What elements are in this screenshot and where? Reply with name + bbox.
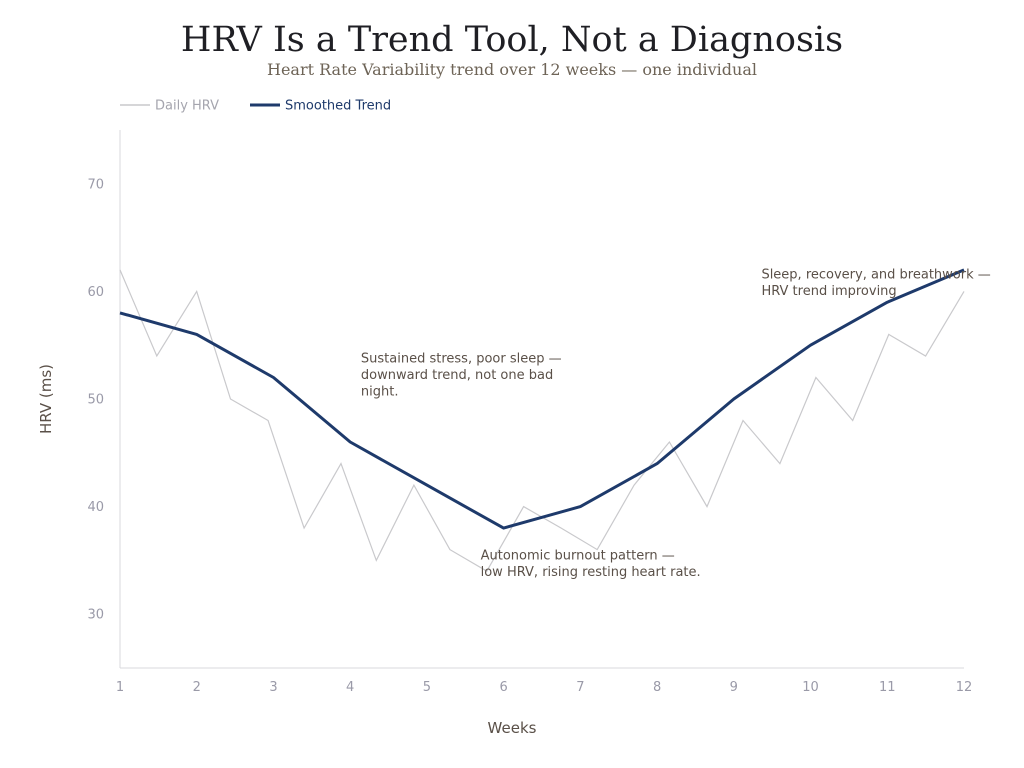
legend-label-smoothed-trend: Smoothed Trend bbox=[285, 99, 391, 114]
x-tick-label: 10 bbox=[802, 680, 819, 695]
series-daily-hrv-line bbox=[119, 269, 965, 573]
annotation-text: Sustained stress, poor sleep — downward t… bbox=[361, 351, 562, 399]
x-tick-label: 2 bbox=[193, 680, 201, 695]
x-tick-label: 9 bbox=[730, 680, 738, 695]
y-tick-label: 60 bbox=[87, 285, 104, 300]
x-tick-label: 8 bbox=[653, 680, 661, 695]
chart-title: HRV Is a Trend Tool, Not a Diagnosis bbox=[181, 20, 843, 60]
y-axis-title: HRV (ms) bbox=[37, 364, 55, 434]
legend-label-daily-hrv: Daily HRV bbox=[155, 99, 219, 114]
x-tick-label: 5 bbox=[423, 680, 431, 695]
x-tick-label: 3 bbox=[269, 680, 277, 695]
legend: Daily HRV Smoothed Trend bbox=[120, 99, 391, 114]
x-tick-label: 4 bbox=[346, 680, 354, 695]
x-axis-title: Weeks bbox=[488, 719, 537, 737]
x-tick-label: 1 bbox=[116, 680, 124, 695]
series-smoothed-trend-line bbox=[119, 268, 965, 530]
y-tick-label: 30 bbox=[87, 608, 104, 623]
annotation-text: Autonomic burnout pattern — low HRV, risi… bbox=[481, 548, 701, 580]
x-tick-label: 7 bbox=[576, 680, 584, 695]
x-tick-labels: 1 2 3 4 5 6 7 8 9 10 11 12 bbox=[116, 680, 972, 695]
y-tick-label: 50 bbox=[87, 393, 104, 408]
annotation-text: Sleep, recovery, and breathwork — HRV tre… bbox=[761, 267, 990, 299]
y-tick-labels: 30 40 50 60 70 bbox=[87, 177, 104, 622]
y-tick-label: 40 bbox=[87, 500, 104, 515]
chart-subtitle: Heart Rate Variability trend over 12 wee… bbox=[267, 60, 757, 79]
x-tick-label: 6 bbox=[499, 680, 507, 695]
annotations: Sustained stress, poor sleep — downward t… bbox=[361, 267, 991, 579]
x-tick-label: 11 bbox=[879, 680, 896, 695]
y-tick-label: 70 bbox=[87, 177, 104, 192]
x-tick-label: 12 bbox=[956, 680, 973, 695]
